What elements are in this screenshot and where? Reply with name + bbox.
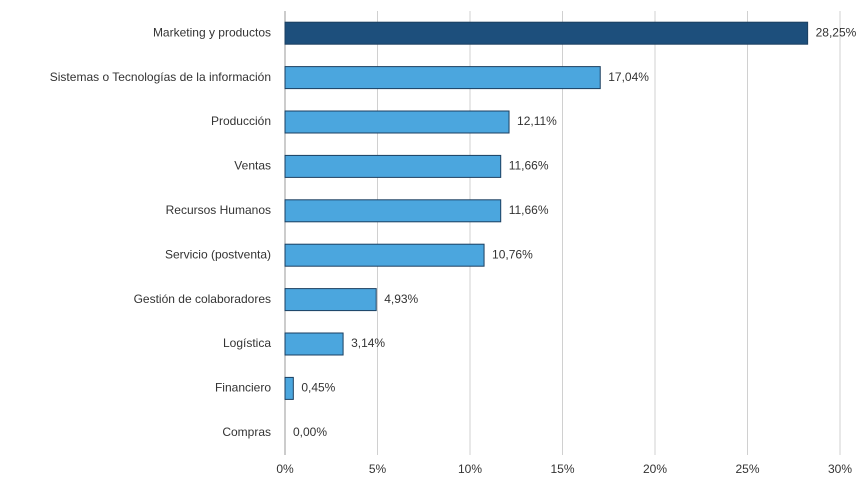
bar [284,199,502,223]
x-tick-label: 0% [276,462,294,476]
bar [284,21,809,45]
y-tick-label: Servicio (postventa) [165,247,271,261]
value-label: 10,76% [492,247,533,261]
bar [284,66,601,90]
x-tick-label: 10% [458,462,482,476]
value-label: 11,66% [509,203,549,217]
y-tick-label: Financiero [215,381,271,395]
y-tick-label: Sistemas o Tecnologías de la información [50,70,271,84]
value-label: 4,93% [384,292,418,306]
x-tick-label: 30% [828,462,852,476]
value-label: 0,00% [293,425,327,439]
y-tick-label: Logística [223,336,271,350]
value-label: 28,25% [816,25,857,39]
value-label: 17,04% [608,70,649,84]
bar [284,288,377,312]
x-tick-label: 20% [643,462,667,476]
value-label: 3,14% [351,336,385,350]
bar [284,332,344,356]
bar [284,154,502,178]
y-tick-label: Producción [211,114,271,128]
value-label: 0,45% [301,381,335,395]
value-label: 11,66% [509,159,549,173]
y-tick-label: Marketing y productos [153,25,271,39]
y-tick-label: Ventas [234,159,271,173]
bar [284,243,485,267]
value-label: 12,11% [517,114,557,128]
bar [284,376,294,400]
x-tick-label: 25% [735,462,759,476]
x-tick-label: 5% [369,462,387,476]
y-tick-label: Gestión de colaboradores [134,292,271,306]
y-tick-label: Recursos Humanos [166,203,271,217]
x-tick-label: 15% [550,462,574,476]
y-tick-label: Compras [222,425,271,439]
bar [284,110,510,134]
